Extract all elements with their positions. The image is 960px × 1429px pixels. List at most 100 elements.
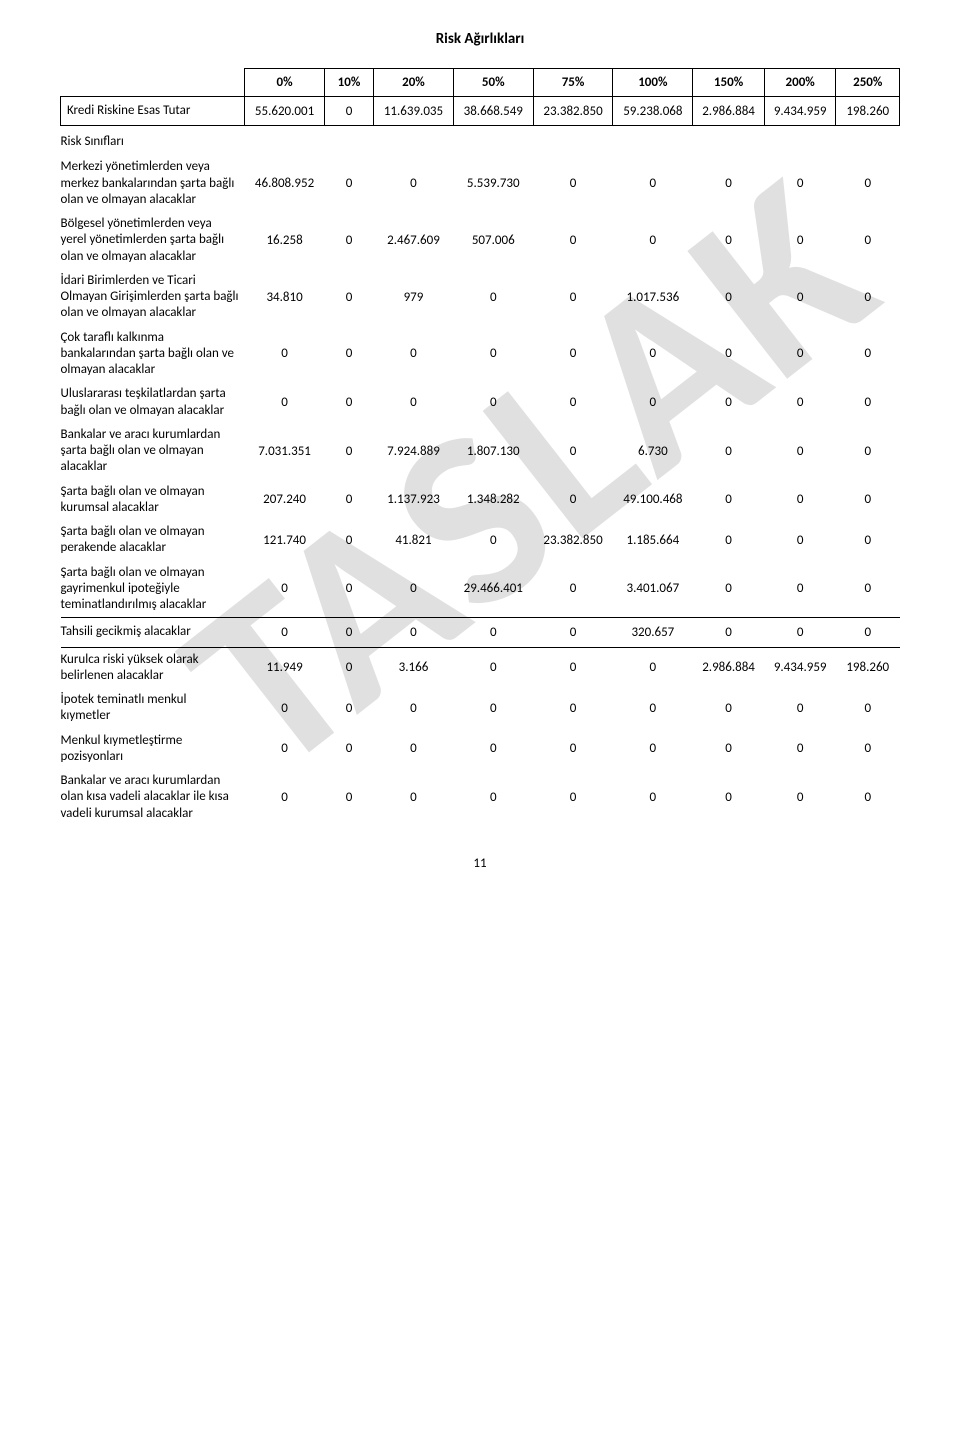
cell: 46.808.952 <box>245 155 325 212</box>
header-row: 0% 10% 20% 50% 75% 100% 150% 200% 250% <box>61 69 900 97</box>
cell: 0 <box>533 423 613 480</box>
table-row: Bölgesel yönetimlerden veya yerel yöneti… <box>61 212 900 269</box>
row-label: Uluslararası teşkilatlardan şarta bağlı … <box>61 382 245 423</box>
cell: 0 <box>764 423 836 480</box>
kre-v6: 2.986.884 <box>693 97 765 126</box>
cell: 16.258 <box>245 212 325 269</box>
cell: 0 <box>374 729 454 770</box>
tahsili-v6: 0 <box>693 618 765 647</box>
col-7: 200% <box>764 69 836 97</box>
cell: 0 <box>693 480 765 521</box>
cell: 0 <box>533 382 613 423</box>
cell: 0 <box>245 688 325 729</box>
header-empty <box>61 69 245 97</box>
col-0: 0% <box>245 69 325 97</box>
cell: 0 <box>324 520 373 561</box>
cell: 0 <box>533 688 613 729</box>
cell: 2.467.609 <box>374 212 454 269</box>
cell: 1.017.536 <box>613 269 693 326</box>
cell: 507.006 <box>453 212 533 269</box>
cell: 0 <box>764 561 836 618</box>
tahsili-v1: 0 <box>324 618 373 647</box>
kre-label: Kredi Riskine Esas Tutar <box>61 97 245 126</box>
tahsili-v5: 320.657 <box>613 618 693 647</box>
kre-v3: 38.668.549 <box>453 97 533 126</box>
tahsili-v2: 0 <box>374 618 454 647</box>
cell: 0 <box>533 212 613 269</box>
cell: 0 <box>764 382 836 423</box>
table-row: Uluslararası teşkilatlardan şarta bağlı … <box>61 382 900 423</box>
cell: 198.260 <box>836 647 900 688</box>
cell: 0 <box>245 769 325 826</box>
cell: 0 <box>613 326 693 383</box>
row-label: Bankalar ve aracı kurumlardan olan kısa … <box>61 769 245 826</box>
table-row: Merkezi yönetimlerden veya merkez bankal… <box>61 155 900 212</box>
cell: 0 <box>533 561 613 618</box>
cell: 0 <box>324 423 373 480</box>
cell: 0 <box>533 480 613 521</box>
table-row: Kurulca riski yüksek olarak belirlenen a… <box>61 647 900 688</box>
cell: 1.185.664 <box>613 520 693 561</box>
row-label: Şarta bağlı olan ve olmayan kurumsal ala… <box>61 480 245 521</box>
row-label: Kurulca riski yüksek olarak belirlenen a… <box>61 647 245 688</box>
cell: 0 <box>693 382 765 423</box>
col-4: 75% <box>533 69 613 97</box>
cell: 0 <box>764 729 836 770</box>
cell: 0 <box>693 520 765 561</box>
cell: 0 <box>693 423 765 480</box>
cell: 0 <box>693 561 765 618</box>
row-label: Şarta bağlı olan ve olmayan perakende al… <box>61 520 245 561</box>
cell: 0 <box>613 382 693 423</box>
cell: 0 <box>324 729 373 770</box>
kre-v2: 11.639.035 <box>374 97 454 126</box>
cell: 0 <box>374 561 454 618</box>
cell: 0 <box>613 647 693 688</box>
cell: 0 <box>453 520 533 561</box>
row-label: Menkul kıymetleştirme pozisyonları <box>61 729 245 770</box>
cell: 7.031.351 <box>245 423 325 480</box>
cell: 0 <box>613 729 693 770</box>
cell: 0 <box>693 155 765 212</box>
cell: 2.986.884 <box>693 647 765 688</box>
row-label: İdari Birimlerden ve Ticari Olmayan Giri… <box>61 269 245 326</box>
cell: 0 <box>836 212 900 269</box>
cell: 0 <box>374 382 454 423</box>
cell: 6.730 <box>613 423 693 480</box>
cell: 0 <box>764 520 836 561</box>
cell: 49.100.468 <box>613 480 693 521</box>
cell: 34.810 <box>245 269 325 326</box>
tahsili-v3: 0 <box>453 618 533 647</box>
col-3: 50% <box>453 69 533 97</box>
col-5: 100% <box>613 69 693 97</box>
cell: 0 <box>693 769 765 826</box>
cell: 0 <box>693 729 765 770</box>
table-row: Menkul kıymetleştirme pozisyonları000000… <box>61 729 900 770</box>
col-2: 20% <box>374 69 454 97</box>
cell: 0 <box>764 269 836 326</box>
col-6: 150% <box>693 69 765 97</box>
cell: 0 <box>324 269 373 326</box>
cell: 121.740 <box>245 520 325 561</box>
cell: 0 <box>245 382 325 423</box>
table-row: Şarta bağlı olan ve olmayan kurumsal ala… <box>61 480 900 521</box>
kre-v0: 55.620.001 <box>245 97 325 126</box>
cell: 0 <box>245 561 325 618</box>
cell: 0 <box>764 326 836 383</box>
tahsili-v0: 0 <box>245 618 325 647</box>
cell: 0 <box>453 326 533 383</box>
cell: 0 <box>836 269 900 326</box>
cell: 0 <box>324 647 373 688</box>
cell: 0 <box>693 688 765 729</box>
row-label: İpotek teminatlı menkul kıymetler <box>61 688 245 729</box>
cell: 0 <box>245 326 325 383</box>
cell: 0 <box>764 480 836 521</box>
cell: 0 <box>836 769 900 826</box>
tahsili-v8: 0 <box>836 618 900 647</box>
table-row: Şarta bağlı olan ve olmayan perakende al… <box>61 520 900 561</box>
cell: 0 <box>613 212 693 269</box>
cell: 0 <box>374 769 454 826</box>
cell: 0 <box>764 212 836 269</box>
cell: 0 <box>836 382 900 423</box>
cell: 7.924.889 <box>374 423 454 480</box>
cell: 0 <box>836 688 900 729</box>
